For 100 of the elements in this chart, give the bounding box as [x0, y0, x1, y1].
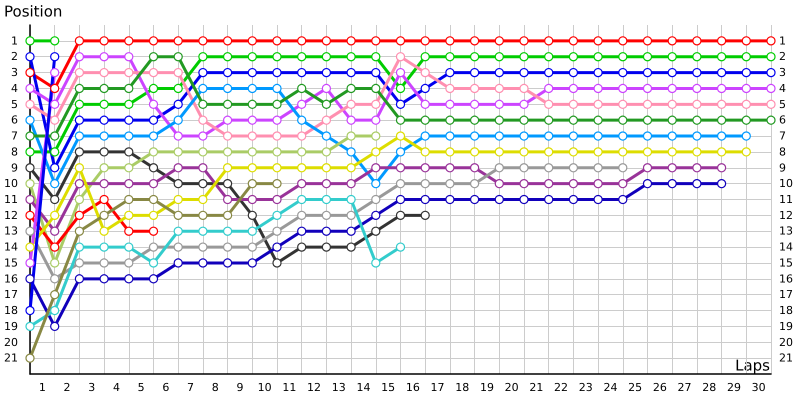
- point: [248, 100, 257, 109]
- point: [742, 36, 751, 46]
- point: [148, 194, 158, 204]
- point: [248, 163, 257, 172]
- point: [642, 68, 652, 78]
- point: [223, 116, 232, 125]
- point: [322, 163, 331, 172]
- point: [198, 194, 208, 204]
- point: [100, 226, 109, 236]
- point: [420, 116, 430, 125]
- point: [322, 84, 331, 94]
- point: [594, 179, 603, 188]
- point: [74, 147, 84, 157]
- point: [297, 179, 306, 188]
- point: [742, 100, 751, 109]
- point: [223, 242, 232, 252]
- point: [668, 100, 677, 109]
- point: [396, 52, 406, 62]
- x-tick-label: 4: [112, 381, 120, 394]
- x-tick-label: 7: [187, 381, 194, 394]
- point: [470, 194, 480, 204]
- point: [297, 210, 306, 220]
- point: [223, 84, 232, 94]
- point: [50, 210, 60, 220]
- y-axis-title: Position: [4, 2, 62, 20]
- point: [100, 100, 109, 109]
- point: [198, 36, 208, 46]
- x-tick-label: 1: [38, 381, 46, 394]
- point: [297, 116, 306, 125]
- x-tick-label: 2: [64, 381, 71, 394]
- point: [494, 163, 504, 172]
- point: [174, 116, 183, 125]
- point: [692, 84, 702, 94]
- x-tick-label: 13: [332, 381, 346, 394]
- point: [50, 179, 60, 188]
- point: [568, 36, 578, 46]
- point: [346, 131, 356, 141]
- point: [396, 36, 406, 46]
- point: [642, 163, 652, 172]
- point: [223, 147, 232, 157]
- y2-tick-label: 18: [779, 304, 793, 318]
- point: [742, 84, 751, 94]
- x-tick-label: 29: [726, 381, 741, 394]
- x-tick-label: 27: [678, 381, 692, 394]
- point: [371, 36, 380, 46]
- point: [25, 84, 35, 94]
- y-tick-label: 13: [4, 224, 18, 238]
- point: [618, 68, 628, 78]
- point: [148, 116, 158, 125]
- point: [124, 258, 134, 268]
- point: [642, 84, 652, 94]
- point: [371, 210, 380, 220]
- point: [148, 100, 158, 109]
- point: [371, 116, 380, 125]
- x-tick-label: 15: [381, 381, 396, 394]
- point: [100, 194, 109, 204]
- point: [470, 68, 480, 78]
- point: [396, 68, 406, 78]
- point: [198, 147, 208, 157]
- point: [371, 194, 380, 204]
- point: [371, 258, 380, 268]
- point: [544, 163, 554, 172]
- point: [642, 131, 652, 141]
- point: [396, 242, 406, 252]
- point: [668, 116, 677, 125]
- point: [420, 131, 430, 141]
- point: [445, 163, 454, 172]
- point: [396, 100, 406, 109]
- point: [618, 147, 628, 157]
- point: [544, 179, 554, 188]
- point: [618, 131, 628, 141]
- point: [198, 242, 208, 252]
- point: [544, 147, 554, 157]
- point: [148, 163, 158, 172]
- point: [717, 163, 726, 172]
- point: [692, 52, 702, 62]
- point: [124, 147, 134, 157]
- point: [396, 116, 406, 125]
- point: [223, 163, 232, 172]
- point: [371, 163, 380, 172]
- point: [174, 179, 183, 188]
- point: [346, 52, 356, 62]
- point: [25, 116, 35, 125]
- point: [148, 147, 158, 157]
- x-tick-label: 6: [162, 381, 170, 394]
- y2-tick-label: 4: [779, 82, 786, 95]
- point: [25, 322, 35, 332]
- point: [668, 68, 677, 78]
- point: [642, 52, 652, 62]
- point: [50, 36, 60, 46]
- y-tick-label: 2: [11, 50, 18, 64]
- y-tick-label: 17: [4, 288, 18, 302]
- point: [223, 258, 232, 268]
- point: [124, 36, 134, 46]
- point: [74, 131, 84, 141]
- y-tick-label: 19: [4, 320, 18, 333]
- x-tick-label: 22: [554, 381, 568, 394]
- x-tick-label: 30: [752, 381, 766, 394]
- y2-tick-label: 10: [779, 177, 793, 190]
- y2-tick-label: 15: [779, 256, 793, 270]
